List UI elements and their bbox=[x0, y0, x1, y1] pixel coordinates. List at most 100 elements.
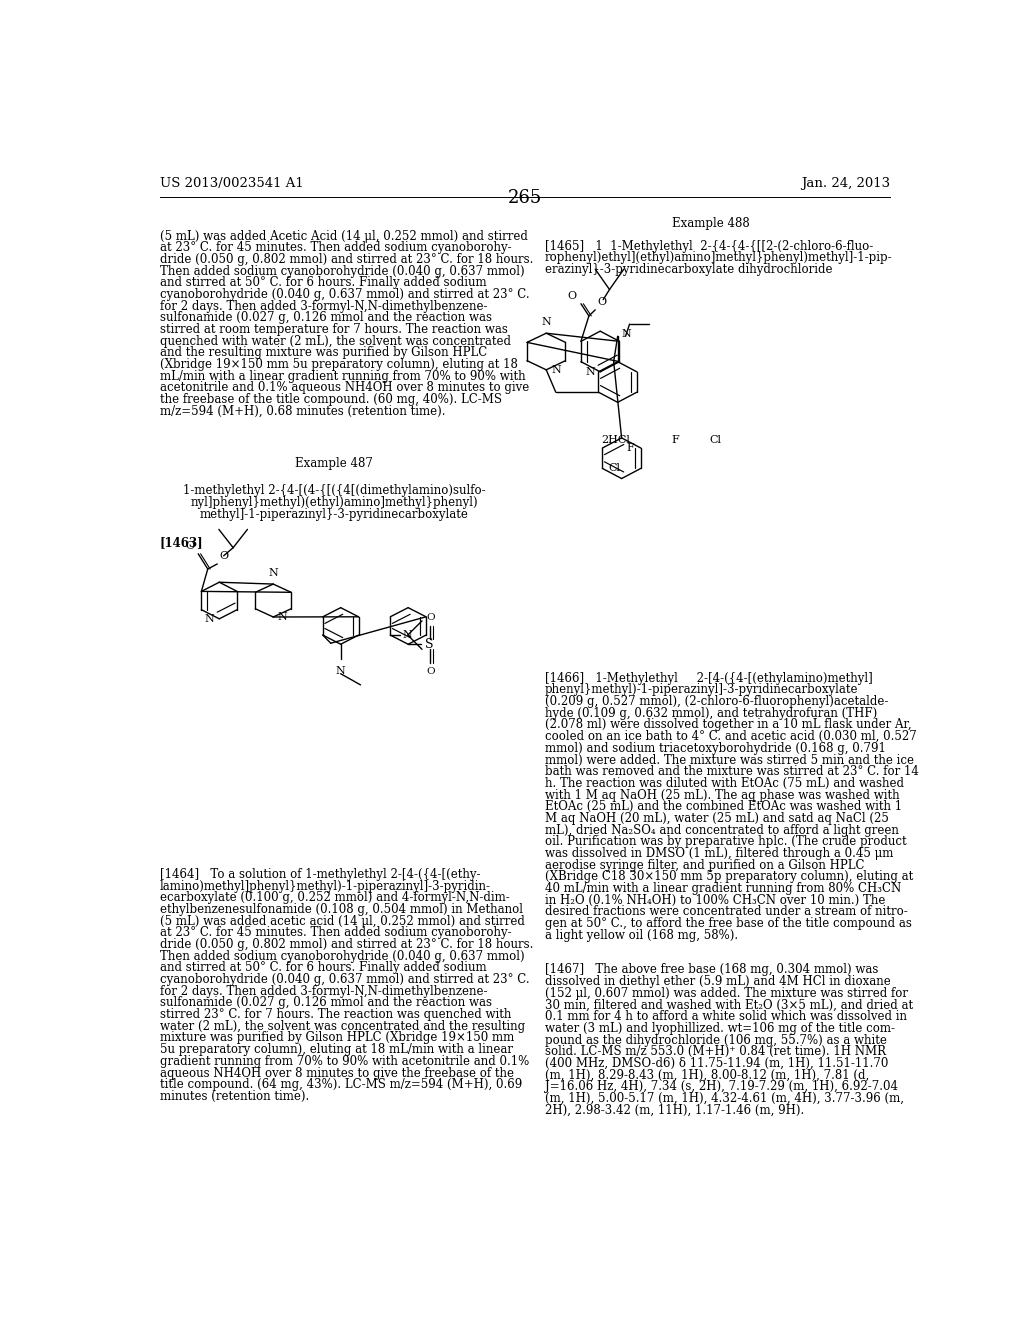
Text: sulfonamide (0.027 g, 0.126 mmol and the reaction was: sulfonamide (0.027 g, 0.126 mmol and the… bbox=[160, 997, 492, 1010]
Text: cooled on an ice bath to 4° C. and acetic acid (0.030 ml, 0.527: cooled on an ice bath to 4° C. and aceti… bbox=[545, 730, 916, 743]
Text: mixture was purified by Gilson HPLC (Xbridge 19×150 mm: mixture was purified by Gilson HPLC (Xbr… bbox=[160, 1031, 514, 1044]
Text: for 2 days. Then added 3-formyl-N,N-dimethylbenzene-: for 2 days. Then added 3-formyl-N,N-dime… bbox=[160, 985, 487, 998]
Text: EtOAc (25 mL) and the combined EtOAc was washed with 1: EtOAc (25 mL) and the combined EtOAc was… bbox=[545, 800, 902, 813]
Text: F: F bbox=[672, 434, 680, 445]
Text: at 23° C. for 45 minutes. Then added sodium cyanoborohy-: at 23° C. for 45 minutes. Then added sod… bbox=[160, 927, 511, 940]
Text: US 2013/0023541 A1: US 2013/0023541 A1 bbox=[160, 177, 303, 190]
Text: (5 mL) was added acetic acid (14 μl, 0.252 mmol) and stirred: (5 mL) was added acetic acid (14 μl, 0.2… bbox=[160, 915, 524, 928]
Text: and stirred at 50° C. for 6 hours. Finally added sodium: and stirred at 50° C. for 6 hours. Final… bbox=[160, 961, 486, 974]
Text: Cl: Cl bbox=[710, 434, 721, 445]
Text: for 2 days. Then added 3-formyl-N,N-dimethylbenzene-: for 2 days. Then added 3-formyl-N,N-dime… bbox=[160, 300, 487, 313]
Text: 2H), 2.98-3.42 (m, 11H), 1.17-1.46 (m, 9H).: 2H), 2.98-3.42 (m, 11H), 1.17-1.46 (m, 9… bbox=[545, 1104, 804, 1117]
Text: (m, 1H), 8.29-8.43 (m, 1H), 8.00-8.12 (m, 1H), 7.81 (d,: (m, 1H), 8.29-8.43 (m, 1H), 8.00-8.12 (m… bbox=[545, 1069, 869, 1081]
Text: the freebase of the title compound. (60 mg, 40%). LC-MS: the freebase of the title compound. (60 … bbox=[160, 393, 502, 407]
Text: at 23° C. for 45 minutes. Then added sodium cyanoborohy-: at 23° C. for 45 minutes. Then added sod… bbox=[160, 242, 511, 255]
Text: was dissolved in DMSO (1 mL), filtered through a 0.45 μm: was dissolved in DMSO (1 mL), filtered t… bbox=[545, 847, 893, 861]
Text: dissolved in diethyl ether (5.9 mL) and 4M HCl in dioxane: dissolved in diethyl ether (5.9 mL) and … bbox=[545, 975, 891, 989]
Text: and the resulting mixture was purified by Gilson HPLC: and the resulting mixture was purified b… bbox=[160, 346, 487, 359]
Text: N: N bbox=[542, 317, 551, 327]
Text: a light yellow oil (168 mg, 58%).: a light yellow oil (168 mg, 58%). bbox=[545, 929, 737, 942]
Text: with 1 M aq NaOH (25 mL). The aq phase was washed with: with 1 M aq NaOH (25 mL). The aq phase w… bbox=[545, 788, 899, 801]
Text: 2HCl: 2HCl bbox=[602, 434, 631, 445]
Text: water (3 mL) and lyophillized. wt=106 mg of the title com-: water (3 mL) and lyophillized. wt=106 mg… bbox=[545, 1022, 895, 1035]
Text: O: O bbox=[567, 290, 577, 301]
Text: (XBridge C18 30×150 mm 5p preparatory column), eluting at: (XBridge C18 30×150 mm 5p preparatory co… bbox=[545, 870, 912, 883]
Text: [1463]: [1463] bbox=[160, 536, 204, 549]
Text: phenyl}methyl)-1-piperazinyl]-3-pyridinecarboxylate: phenyl}methyl)-1-piperazinyl]-3-pyridine… bbox=[545, 684, 858, 697]
Text: (2.078 ml) were dissolved together in a 10 mL flask under Ar,: (2.078 ml) were dissolved together in a … bbox=[545, 718, 911, 731]
Text: mmol) and sodium triacetoxyborohydride (0.168 g, 0.791: mmol) and sodium triacetoxyborohydride (… bbox=[545, 742, 886, 755]
Text: Cl: Cl bbox=[608, 463, 621, 474]
Text: (400 MHz, DMSO-d6) δ 11.75-11.94 (m, 1H), 11.51-11.70: (400 MHz, DMSO-d6) δ 11.75-11.94 (m, 1H)… bbox=[545, 1057, 888, 1071]
Text: aerodise syringe filter, and purified on a Gilson HPLC: aerodise syringe filter, and purified on… bbox=[545, 859, 864, 871]
Text: N: N bbox=[551, 364, 561, 375]
Text: sulfonamide (0.027 g, 0.126 mmol and the reaction was: sulfonamide (0.027 g, 0.126 mmol and the… bbox=[160, 312, 492, 325]
Text: N: N bbox=[586, 367, 596, 376]
Text: ethylbenzenesulfonamide (0.108 g, 0.504 mmol) in Methanol: ethylbenzenesulfonamide (0.108 g, 0.504 … bbox=[160, 903, 522, 916]
Text: quenched with water (2 mL), the solvent was concentrated: quenched with water (2 mL), the solvent … bbox=[160, 335, 511, 347]
Text: dride (0.050 g, 0.802 mmol) and stirred at 23° C. for 18 hours.: dride (0.050 g, 0.802 mmol) and stirred … bbox=[160, 939, 534, 950]
Text: title compound. (64 mg, 43%). LC-MS m/z=594 (M+H), 0.69: title compound. (64 mg, 43%). LC-MS m/z=… bbox=[160, 1078, 522, 1092]
Text: S: S bbox=[425, 638, 433, 651]
Text: 5u preparatory column), eluting at 18 mL/min with a linear: 5u preparatory column), eluting at 18 mL… bbox=[160, 1043, 513, 1056]
Text: Jan. 24, 2013: Jan. 24, 2013 bbox=[801, 177, 890, 190]
Text: cyanoborohydride (0.040 g, 0.637 mmol) and stirred at 23° C.: cyanoborohydride (0.040 g, 0.637 mmol) a… bbox=[160, 288, 529, 301]
Text: stirred 23° C. for 7 hours. The reaction was quenched with: stirred 23° C. for 7 hours. The reaction… bbox=[160, 1008, 511, 1022]
Text: M aq NaOH (20 mL), water (25 mL) and satd aq NaCl (25: M aq NaOH (20 mL), water (25 mL) and sat… bbox=[545, 812, 889, 825]
Text: N: N bbox=[268, 568, 279, 578]
Text: 0.1 mm for 4 h to afford a white solid which was dissolved in: 0.1 mm for 4 h to afford a white solid w… bbox=[545, 1010, 906, 1023]
Text: hyde (0.109 g, 0.632 mmol), and tetrahydrofuran (THF): hyde (0.109 g, 0.632 mmol), and tetrahyd… bbox=[545, 706, 877, 719]
Text: dride (0.050 g, 0.802 mmol) and stirred at 23° C. for 18 hours.: dride (0.050 g, 0.802 mmol) and stirred … bbox=[160, 253, 534, 265]
Text: methyl]-1-piperazinyl}-3-pyridinecarboxylate: methyl]-1-piperazinyl}-3-pyridinecarboxy… bbox=[200, 508, 469, 521]
Text: acetonitrile and 0.1% aqueous NH4OH over 8 minutes to give: acetonitrile and 0.1% aqueous NH4OH over… bbox=[160, 381, 529, 395]
Text: [1464]   To a solution of 1-methylethyl 2-[4-({4-[(ethy-: [1464] To a solution of 1-methylethyl 2-… bbox=[160, 867, 480, 880]
Text: [1466]   1-Methylethyl     2-[4-({4-[(ethylamino)methyl]: [1466] 1-Methylethyl 2-[4-({4-[(ethylami… bbox=[545, 672, 872, 685]
Text: 40 mL/min with a linear gradient running from 80% CH₃CN: 40 mL/min with a linear gradient running… bbox=[545, 882, 901, 895]
Text: bath was removed and the mixture was stirred at 23° C. for 14: bath was removed and the mixture was sti… bbox=[545, 766, 919, 779]
Text: solid. LC-MS m/z 553.0 (M+H)⁺ 0.84 (ret time). 1H NMR: solid. LC-MS m/z 553.0 (M+H)⁺ 0.84 (ret … bbox=[545, 1045, 886, 1059]
Text: minutes (retention time).: minutes (retention time). bbox=[160, 1090, 309, 1104]
Text: N: N bbox=[622, 329, 632, 339]
Text: Then added sodium cyanoborohydride (0.040 g, 0.637 mmol): Then added sodium cyanoborohydride (0.04… bbox=[160, 264, 524, 277]
Text: gradient running from 70% to 90% with acetonitrile and 0.1%: gradient running from 70% to 90% with ac… bbox=[160, 1055, 529, 1068]
Text: (0.209 g, 0.527 mmol), (2-chloro-6-fluorophenyl)acetalde-: (0.209 g, 0.527 mmol), (2-chloro-6-fluor… bbox=[545, 696, 888, 708]
Text: N: N bbox=[205, 614, 215, 624]
Text: O: O bbox=[427, 612, 435, 622]
Text: J=16.06 Hz, 4H), 7.34 (s, 2H), 7.19-7.29 (m, 1H), 6.92-7.04: J=16.06 Hz, 4H), 7.34 (s, 2H), 7.19-7.29… bbox=[545, 1080, 898, 1093]
Text: and stirred at 50° C. for 6 hours. Finally added sodium: and stirred at 50° C. for 6 hours. Final… bbox=[160, 276, 486, 289]
Text: [1467]   The above free base (168 mg, 0.304 mmol) was: [1467] The above free base (168 mg, 0.30… bbox=[545, 964, 878, 977]
Text: Example 487: Example 487 bbox=[295, 457, 374, 470]
Text: (5 mL) was added Acetic Acid (14 μl, 0.252 mmol) and stirred: (5 mL) was added Acetic Acid (14 μl, 0.2… bbox=[160, 230, 527, 243]
Text: h. The reaction was diluted with EtOAc (75 mL) and washed: h. The reaction was diluted with EtOAc (… bbox=[545, 777, 903, 789]
Text: in H₂O (0.1% NH₄OH) to 100% CH₃CN over 10 min.) The: in H₂O (0.1% NH₄OH) to 100% CH₃CN over 1… bbox=[545, 894, 885, 907]
Text: N: N bbox=[402, 630, 412, 640]
Text: (Xbridge 19×150 mm 5u preparatory column), eluting at 18: (Xbridge 19×150 mm 5u preparatory column… bbox=[160, 358, 517, 371]
Text: pound as the dihydrochloride (106 mg, 55.7%) as a white: pound as the dihydrochloride (106 mg, 55… bbox=[545, 1034, 887, 1047]
Text: desired fractions were concentrated under a stream of nitro-: desired fractions were concentrated unde… bbox=[545, 906, 907, 919]
Text: water (2 mL), the solvent was concentrated and the resulting: water (2 mL), the solvent was concentrat… bbox=[160, 1020, 525, 1032]
Text: O: O bbox=[598, 297, 607, 306]
Text: rophenyl)ethyl](ethyl)amino]methyl}phenyl)methyl]-1-pip-: rophenyl)ethyl](ethyl)amino]methyl}pheny… bbox=[545, 251, 892, 264]
Text: N: N bbox=[336, 665, 345, 676]
Text: aqueous NH4OH over 8 minutes to give the freebase of the: aqueous NH4OH over 8 minutes to give the… bbox=[160, 1067, 514, 1080]
Text: [1465]   1  1-Methylethyl  2-{4-{4-{[[2-(2-chloro-6-fluo-: [1465] 1 1-Methylethyl 2-{4-{4-{[[2-(2-c… bbox=[545, 240, 872, 252]
Text: O: O bbox=[219, 550, 228, 561]
Text: F: F bbox=[627, 444, 635, 453]
Text: N: N bbox=[278, 612, 287, 622]
Text: cyanoborohydride (0.040 g, 0.637 mmol) and stirred at 23° C.: cyanoborohydride (0.040 g, 0.637 mmol) a… bbox=[160, 973, 529, 986]
Text: oil. Purification was by preparative hplc. (The crude product: oil. Purification was by preparative hpl… bbox=[545, 836, 906, 849]
Text: 30 min, filtered and washed with Et₂O (3×5 mL), and dried at: 30 min, filtered and washed with Et₂O (3… bbox=[545, 998, 912, 1011]
Text: mL/min with a linear gradient running from 70% to 90% with: mL/min with a linear gradient running fr… bbox=[160, 370, 525, 383]
Text: 265: 265 bbox=[508, 189, 542, 207]
Text: nyl]phenyl}methyl)(ethyl)amino]methyl}phenyl): nyl]phenyl}methyl)(ethyl)amino]methyl}ph… bbox=[190, 496, 478, 508]
Text: stirred at room temperature for 7 hours. The reaction was: stirred at room temperature for 7 hours.… bbox=[160, 323, 508, 337]
Text: m/z=594 (M+H), 0.68 minutes (retention time).: m/z=594 (M+H), 0.68 minutes (retention t… bbox=[160, 405, 445, 418]
Text: O: O bbox=[185, 541, 195, 550]
Text: gen at 50° C., to afford the free base of the title compound as: gen at 50° C., to afford the free base o… bbox=[545, 917, 911, 931]
Text: mL), dried Na₂SO₄ and concentrated to afford a light green: mL), dried Na₂SO₄ and concentrated to af… bbox=[545, 824, 898, 837]
Text: lamino)methyl]phenyl}methyl)-1-piperazinyl]-3-pyridin-: lamino)methyl]phenyl}methyl)-1-piperazin… bbox=[160, 879, 490, 892]
Text: 1-methylethyl 2-{4-[(4-{[({4[(dimethylamino)sulfo-: 1-methylethyl 2-{4-[(4-{[({4[(dimethylam… bbox=[183, 483, 485, 496]
Text: (152 μl, 0.607 mmol) was added. The mixture was stirred for: (152 μl, 0.607 mmol) was added. The mixt… bbox=[545, 987, 907, 999]
Text: Then added sodium cyanoborohydride (0.040 g, 0.637 mmol): Then added sodium cyanoborohydride (0.04… bbox=[160, 949, 524, 962]
Text: ecarboxylate (0.100 g, 0.252 mmol) and 4-formyl-N,N-dim-: ecarboxylate (0.100 g, 0.252 mmol) and 4… bbox=[160, 891, 510, 904]
